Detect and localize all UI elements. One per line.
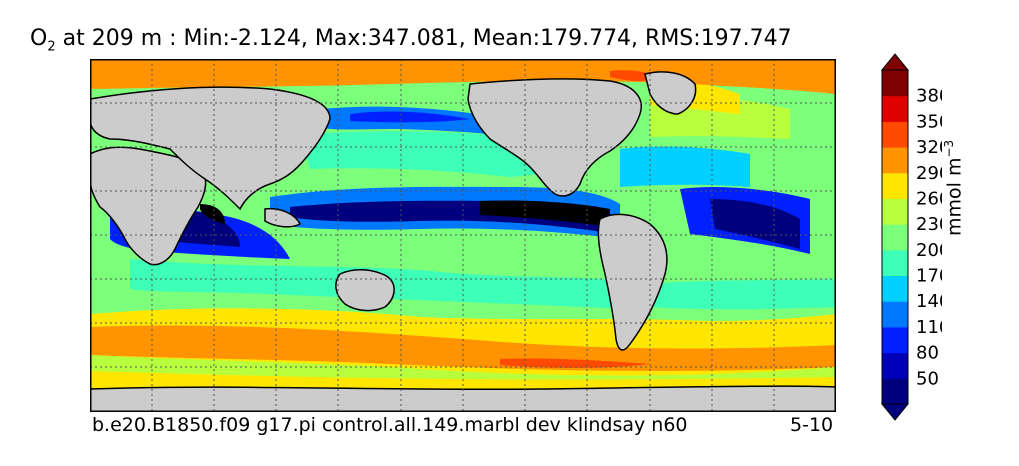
colorbar-segment	[882, 121, 908, 148]
footer-years: 5-10	[790, 414, 834, 436]
ocean-map	[90, 59, 836, 412]
colorbar-tick-label: 350	[916, 111, 942, 132]
colorbar-max-arrow	[880, 53, 910, 71]
colorbar-segment	[882, 326, 908, 354]
colorbar-frame	[881, 69, 909, 405]
south-atlantic-teal	[650, 279, 836, 310]
tropical-atlantic-darkblue	[710, 199, 800, 249]
eurasia	[90, 86, 331, 211]
colorbar-tick-label: 80	[916, 343, 939, 364]
colorbar-segment	[882, 301, 908, 328]
colorbar-tick-label: 380	[916, 86, 942, 107]
maritime-continent	[264, 207, 302, 228]
colorbar-segment	[882, 172, 908, 199]
colorbar-tick-label: 110	[916, 317, 942, 338]
east-pacific-omz	[480, 200, 610, 227]
graticule	[90, 59, 836, 412]
bay-of-bengal-black	[200, 204, 225, 224]
title-variable: O	[30, 26, 48, 51]
title-stats: at 209 m : Min:-2.124, Max:347.081, Mean…	[55, 26, 792, 51]
title-subscript: 2	[47, 39, 56, 55]
colorbar-segment	[882, 249, 908, 277]
greenland	[644, 71, 697, 115]
map-frame	[90, 59, 836, 412]
north-pacific-darkblue	[350, 111, 470, 123]
colorbar-segment	[882, 378, 908, 405]
colorbar-label-exponent: −3	[942, 139, 956, 158]
australia	[335, 269, 395, 312]
colorbar-tick-label: 140	[916, 291, 942, 312]
land	[90, 71, 836, 412]
colorbar: 50 80 110 140 170 200 230 260 290 320 350 380	[880, 53, 942, 421]
footer-case-name: b.e20.B1850.f09 g17.pi control.all.149.m…	[92, 414, 688, 436]
colorbar-tick-label: 50	[916, 368, 939, 389]
colorbar-segment	[882, 352, 908, 379]
colorbar-segment	[882, 95, 908, 122]
colorbar-label: mmol m−3	[942, 140, 965, 236]
southern-red-patch	[500, 358, 650, 368]
colorbar-tick-label: 170	[916, 266, 942, 287]
colorbar-segment	[882, 224, 908, 251]
colorbar-tick-label: 230	[916, 214, 942, 235]
colorbar-segments	[880, 53, 910, 421]
colorbar-tick-label: 290	[916, 163, 942, 184]
colorbar-tick-label: 320	[916, 137, 942, 158]
colorbar-min-arrow	[880, 403, 910, 421]
colorbar-tick-label: 200	[916, 240, 942, 261]
north-america	[467, 78, 642, 197]
colorbar-segment	[882, 70, 908, 97]
colorbar-label-units: mmol m	[943, 157, 966, 236]
colorbar-ticks: 50 80 110 140 170 200 230 260 290 320 350 380	[916, 86, 942, 390]
chart-title: O2 at 209 m : Min:-2.124, Max:347.081, M…	[30, 26, 792, 54]
north-atlantic-cyan	[620, 146, 750, 187]
colorbar-tick-label: 260	[916, 188, 942, 209]
colorbar-segment	[882, 198, 908, 225]
colorbar-segment	[882, 147, 908, 174]
colorbar-segment	[882, 275, 908, 302]
